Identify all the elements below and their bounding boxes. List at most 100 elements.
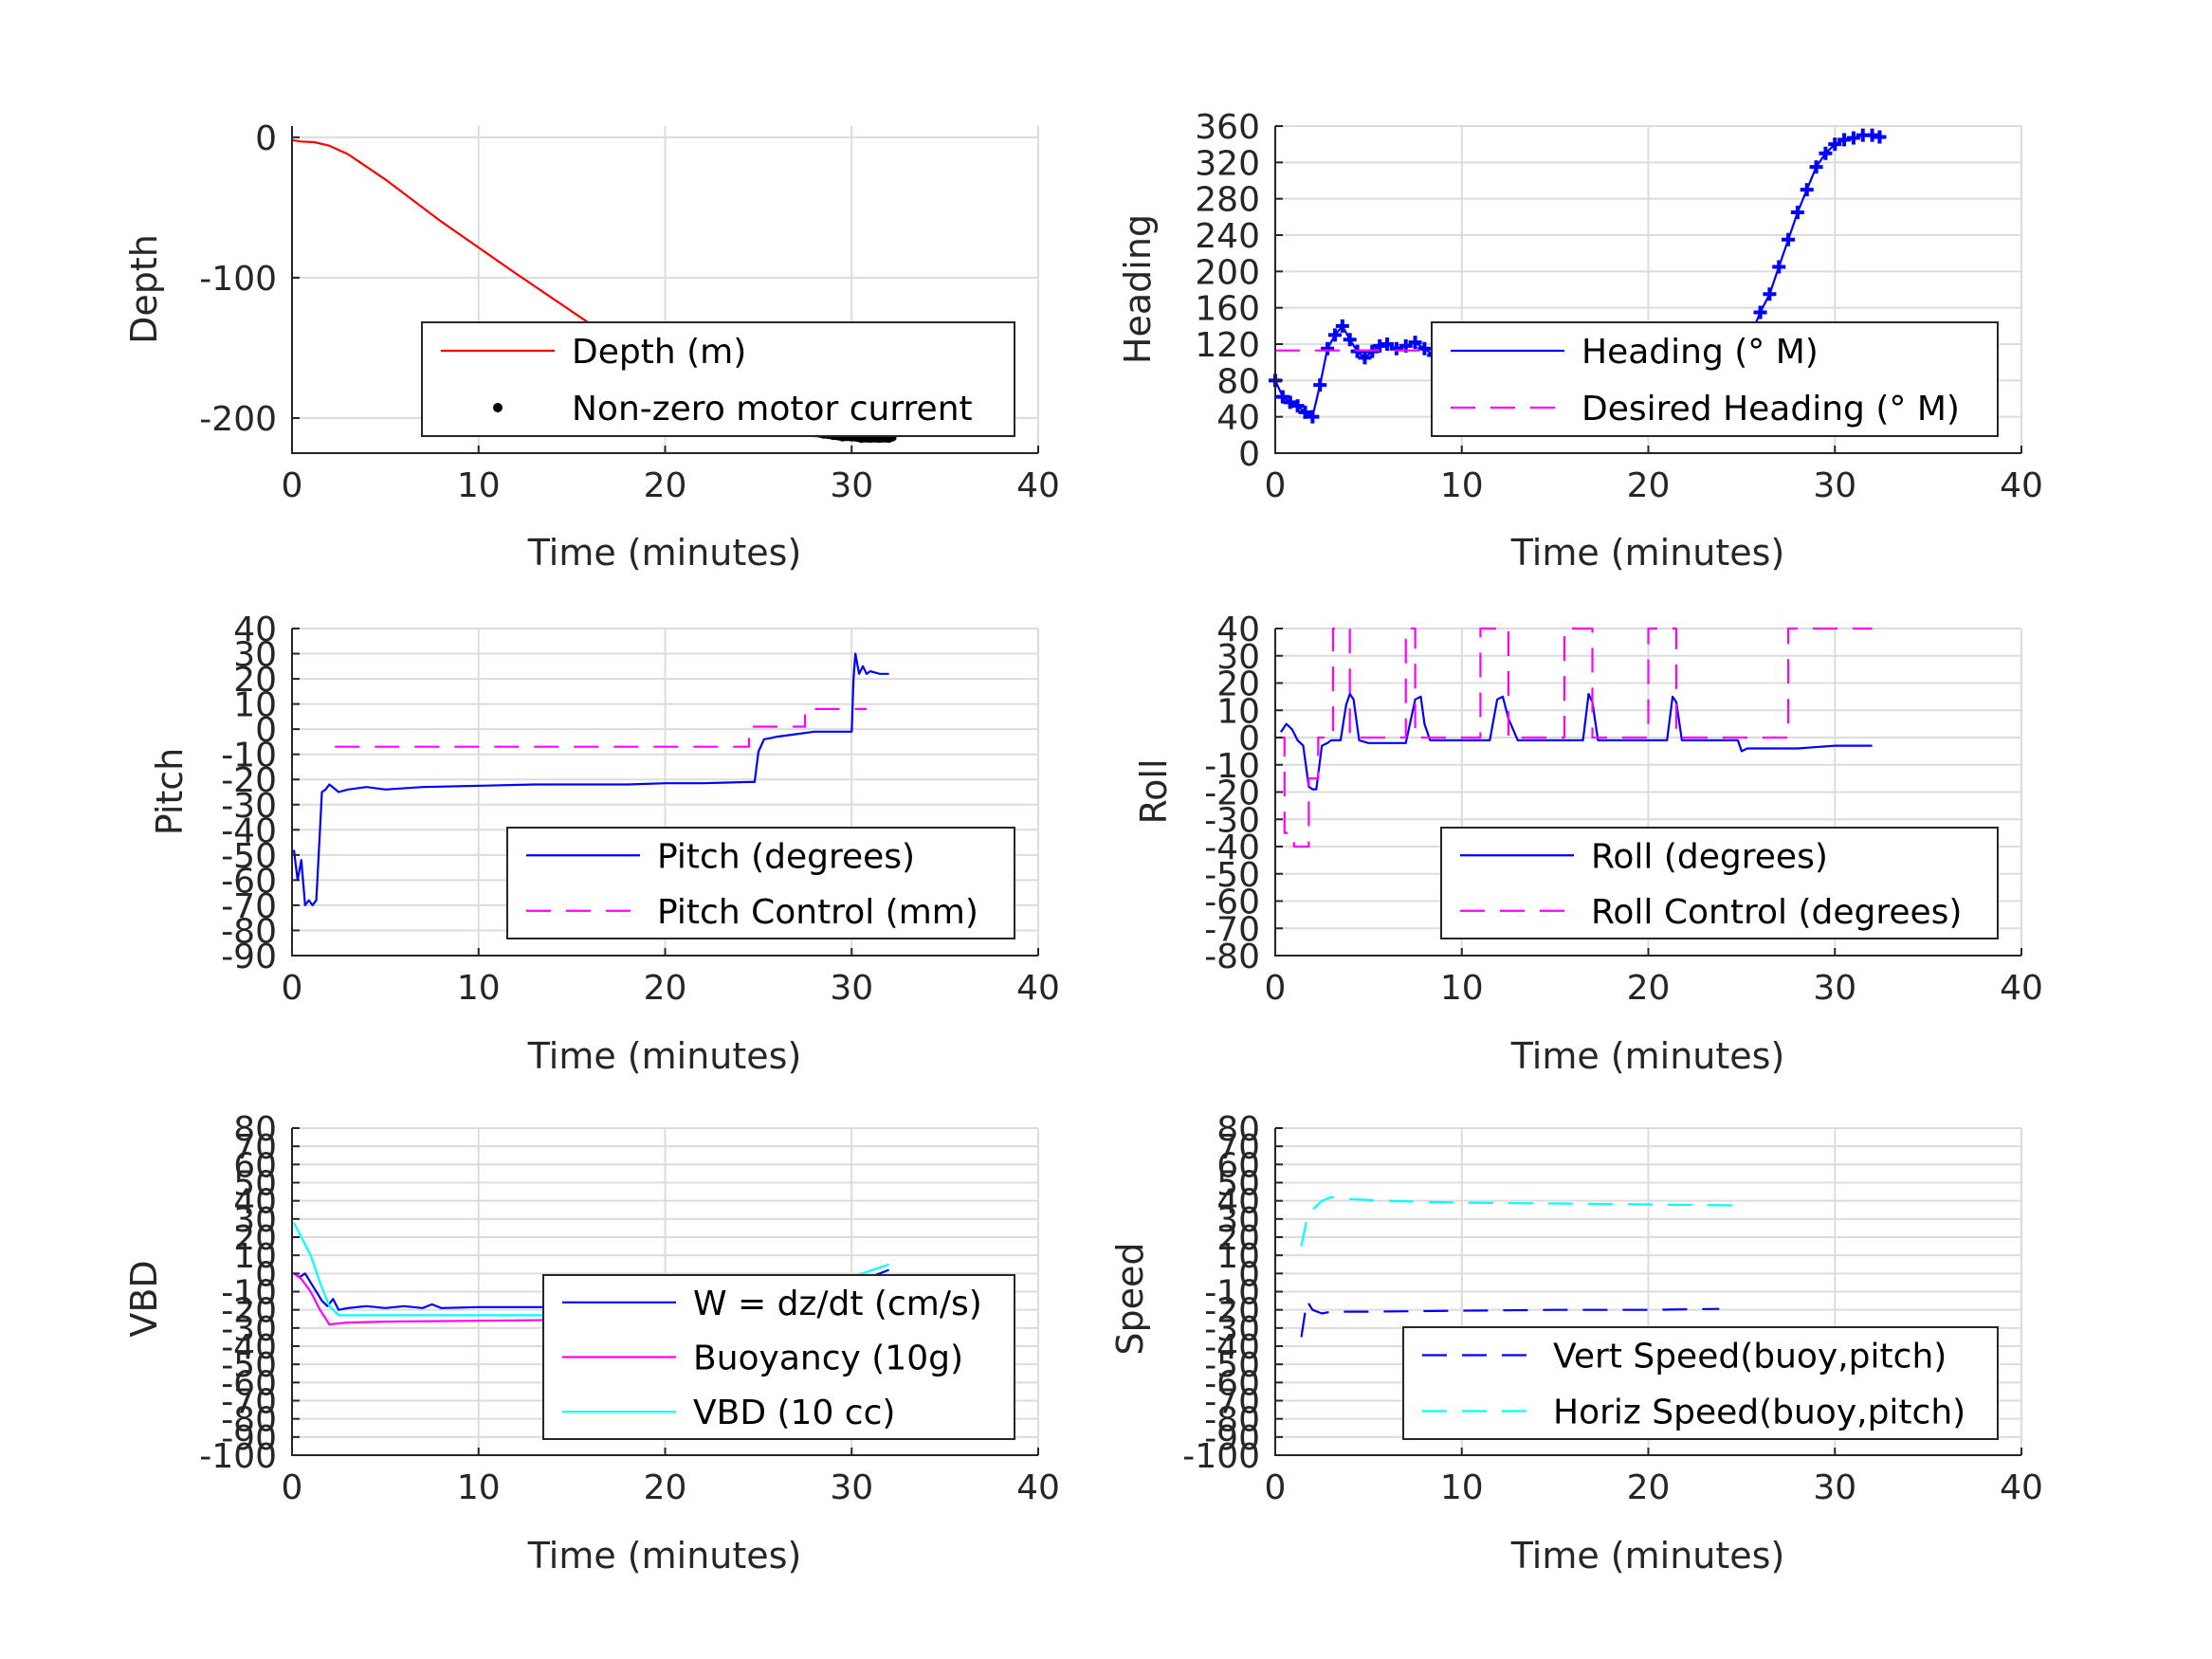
vbd-ytick-label: 80 — [233, 1110, 277, 1149]
speed-ytick-label: -80 — [1204, 1401, 1260, 1440]
vbd-xtick-label: 10 — [457, 1468, 501, 1507]
subplot-speed: Speed Time (minutes) 0 10 20 30 408070605040… — [1109, 1110, 2043, 1577]
roll-xtick-label: 0 — [1265, 969, 1287, 1008]
vbd-ytick-label: -10 — [221, 1274, 277, 1313]
pitch-ytick-label: -60 — [221, 862, 277, 901]
pitch-legend-box — [506, 827, 1015, 939]
heading-plus-marker — [1417, 341, 1432, 356]
vbd-ytick-label: -100 — [199, 1437, 277, 1476]
vbd-ytick-label: -50 — [221, 1346, 277, 1385]
heading-xtick-label: 30 — [1813, 466, 1856, 505]
speed-ytick-label: 50 — [1216, 1165, 1260, 1204]
roll-xtick-label: 10 — [1440, 969, 1484, 1008]
depth-xlabel: Time (minutes) — [527, 532, 802, 574]
pitch-ytick-label: -90 — [221, 938, 277, 976]
speed-legend-label: Vert Speed(buoy,pitch) — [1553, 1338, 1947, 1376]
heading-xtick-label: 40 — [2000, 466, 2043, 505]
vbd-ytick-label: 70 — [233, 1128, 277, 1167]
subplot-depth: Depth Time (minutes) 0 10 20 30 40 0 -100 -200 D… — [123, 119, 1060, 574]
speed-ytick-label: -60 — [1204, 1364, 1260, 1403]
depth-ytick-label: 0 — [255, 119, 277, 158]
pitch-ytick-label: -40 — [221, 811, 277, 850]
heading-ylabel: Heading — [1117, 214, 1159, 364]
roll-ytick-label: 0 — [1238, 720, 1260, 758]
vbd-ytick-label: -90 — [221, 1419, 277, 1458]
heading-plus-marker — [1772, 260, 1786, 274]
speed-ytick-label: -20 — [1204, 1292, 1260, 1331]
roll-ytick-label: 40 — [1216, 611, 1260, 649]
depth-data-point — [875, 435, 884, 444]
vbd-xtick-label: 40 — [1016, 1468, 1060, 1507]
depth-grid — [291, 126, 1039, 453]
roll-xtick-label: 20 — [1627, 969, 1671, 1008]
roll-ytick-label: 30 — [1216, 638, 1260, 677]
speed-xtick-label: 20 — [1627, 1468, 1671, 1507]
heading-legend: Heading (° M) Desired Heading (° M) — [1431, 321, 1999, 437]
pitch-ytick-label: 0 — [255, 711, 277, 750]
vbd-ytick-label: -30 — [221, 1310, 277, 1349]
vbd-ytick-label: 50 — [233, 1165, 277, 1204]
heading-ytick-label: 360 — [1195, 108, 1260, 147]
speed-ytick-label: 30 — [1216, 1201, 1260, 1240]
speed-ylabel: Speed — [1109, 1242, 1151, 1355]
speed-ytick-label: 10 — [1216, 1237, 1260, 1276]
speed-xtick-label: 10 — [1440, 1468, 1484, 1507]
heading-plus-marker — [1275, 390, 1289, 404]
pitch-legend: Pitch (degrees) Pitch Control (mm) — [506, 827, 1015, 939]
subplot-pitch: Pitch Time (minutes) 0 10 20 30 40403020100-… — [149, 611, 1060, 1077]
heading-plus-marker — [1290, 399, 1305, 413]
roll-ytick-label: -70 — [1204, 910, 1260, 949]
vbd-legend-label: Buoyancy (10g) — [693, 1340, 963, 1378]
depth-xtick-label: 30 — [830, 466, 873, 505]
heading-plus-marker — [1873, 130, 1887, 144]
pitch-ytick-label: -70 — [221, 887, 277, 926]
pitch-xtick-label: 0 — [282, 969, 303, 1008]
heading-ytick-label: 200 — [1195, 253, 1260, 292]
roll-xtick-label: 40 — [2000, 969, 2043, 1008]
pitch-ylabel: Pitch — [149, 748, 191, 836]
speed-xtick-label: 40 — [2000, 1468, 2043, 1507]
speed-legend-box — [1402, 1326, 1999, 1440]
speed-legend-label: Horiz Speed(buoy,pitch) — [1553, 1394, 1965, 1432]
heading-plus-marker — [1283, 395, 1297, 410]
vbd-xtick-label: 0 — [282, 1468, 303, 1507]
speed-ytick-label: 70 — [1216, 1128, 1260, 1167]
depth-legend-label: Depth (m) — [572, 333, 746, 372]
pitch-xtick-label: 30 — [830, 969, 873, 1008]
vbd-legend: W = dz/dt (cm/s) Buoyancy (10g) VBD (10 cc… — [542, 1274, 1015, 1440]
speed-ytick-label: -70 — [1204, 1383, 1260, 1422]
roll-ytick-label: -20 — [1204, 775, 1260, 813]
roll-series-line-0 — [1279, 692, 1873, 791]
speed-ytick-label: -10 — [1204, 1274, 1260, 1313]
heading-plus-marker — [1335, 319, 1349, 333]
depth-xtick-label: 40 — [1016, 466, 1060, 505]
heading-ytick-label: 160 — [1195, 290, 1260, 329]
roll-ytick-label: -60 — [1204, 884, 1260, 922]
heading-ytick-label: 40 — [1216, 399, 1260, 438]
heading-plus-marker — [1321, 341, 1335, 356]
heading-ytick-label: 320 — [1195, 144, 1260, 183]
vbd-ytick-label: 20 — [233, 1219, 277, 1258]
pitch-ytick-label: 40 — [233, 611, 277, 649]
roll-ylabel: Roll — [1133, 758, 1175, 824]
heading-plus-marker — [1313, 378, 1327, 392]
pitch-ytick-label: 30 — [233, 636, 277, 675]
speed-legend: Vert Speed(buoy,pitch) Horiz Speed(buoy,p… — [1402, 1326, 1999, 1440]
pitch-ytick-label: 10 — [233, 686, 277, 725]
pitch-ytick-label: -50 — [221, 837, 277, 876]
roll-series-line-1 — [1278, 627, 1873, 848]
heading-xlabel: Time (minutes) — [1510, 532, 1785, 574]
pitch-ytick-label: -20 — [221, 761, 277, 800]
depth-ytick-label: -100 — [199, 260, 277, 299]
heading-plus-marker — [1389, 341, 1403, 356]
speed-xtick-label: 0 — [1265, 1468, 1287, 1507]
roll-xlabel: Time (minutes) — [1510, 1035, 1785, 1077]
heading-plus-marker — [1327, 328, 1342, 342]
depth-legend-box — [421, 321, 1015, 437]
heading-ytick-label: 80 — [1216, 362, 1260, 401]
heading-plus-marker — [1846, 131, 1860, 145]
speed-ytick-label: 80 — [1216, 1110, 1260, 1149]
vbd-xtick-label: 30 — [830, 1468, 873, 1507]
depth-xtick-label: 10 — [457, 466, 501, 505]
vbd-legend-label: W = dz/dt (cm/s) — [693, 1285, 982, 1323]
